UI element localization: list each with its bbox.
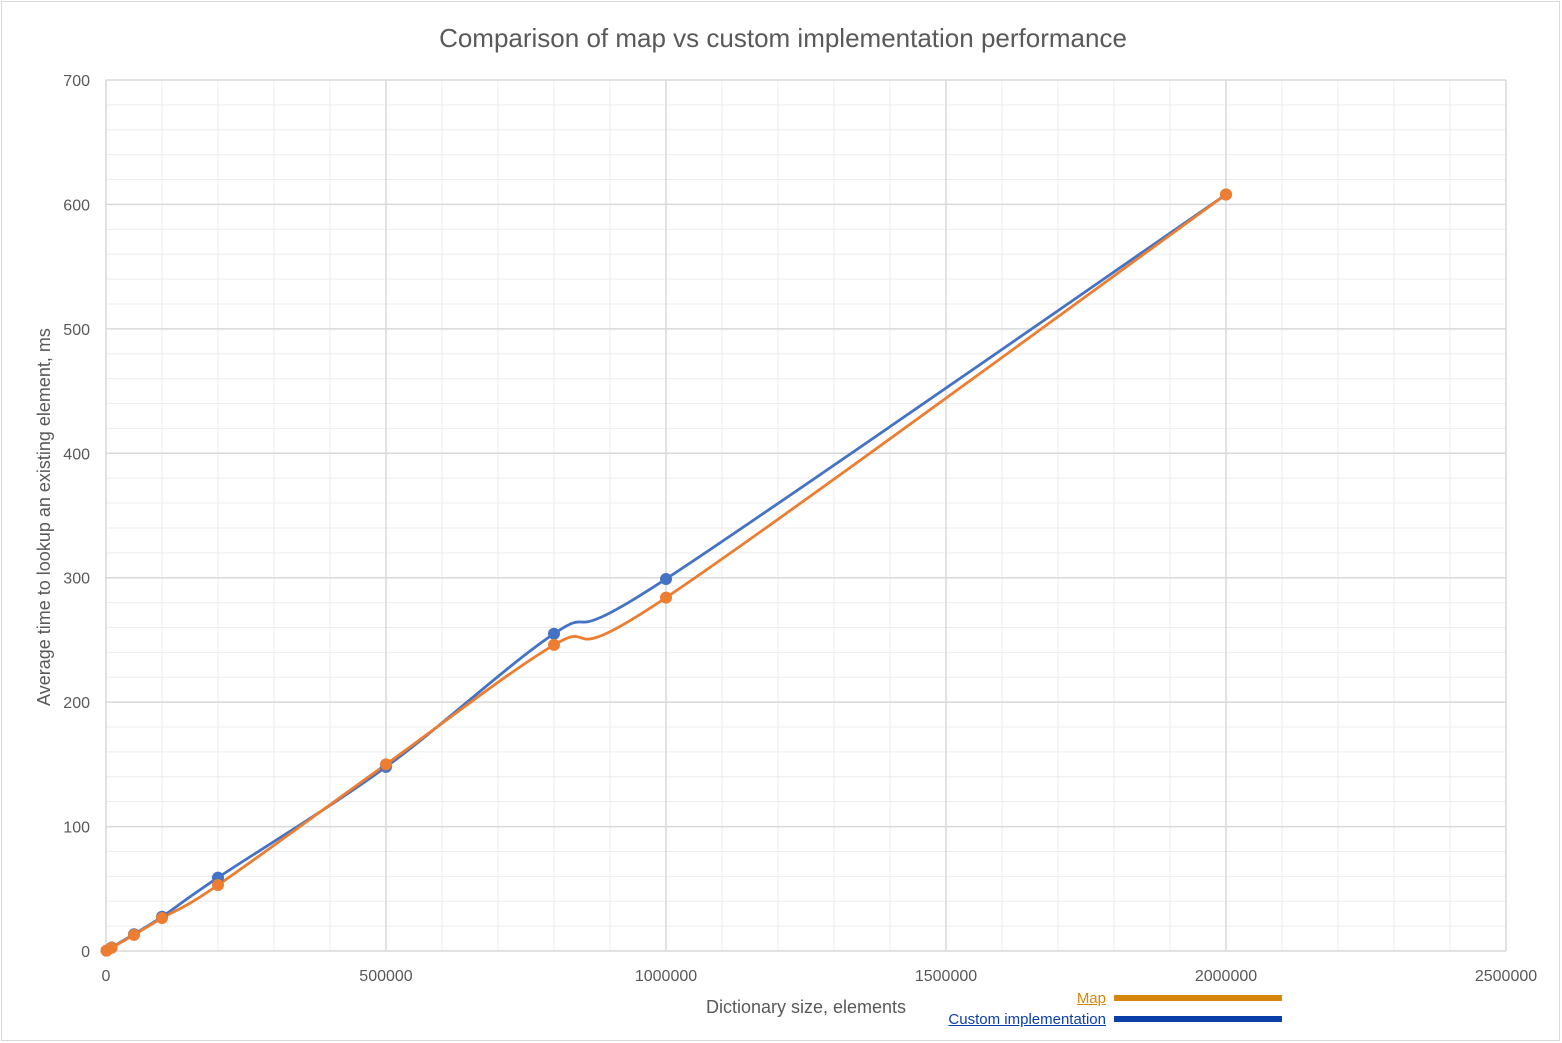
chart-title: Comparison of map vs custom implementati… — [439, 23, 1127, 53]
y-axis-title: Average time to lookup an existing eleme… — [34, 328, 54, 706]
data-point-map — [380, 758, 392, 771]
major-gridlines — [105, 79, 1507, 952]
data-point-map — [156, 912, 168, 925]
y-tick-label: 600 — [63, 197, 90, 214]
legend-swatch-custom-implementation — [1114, 1016, 1282, 1022]
y-tick-label: 300 — [63, 571, 90, 588]
x-tick-label: 2500000 — [1475, 968, 1537, 985]
y-tick-label: 700 — [63, 73, 90, 90]
legend-label-custom-implementation: Custom implementation — [948, 1010, 1106, 1028]
data-point-map — [105, 941, 118, 954]
data-point-custom-implementation — [548, 627, 560, 640]
marker-layer — [100, 188, 1232, 957]
legend-item-custom-implementation[interactable]: Custom implementation — [948, 1009, 1282, 1029]
data-point-map — [660, 591, 672, 604]
x-axis-title: Dictionary size, elements — [706, 997, 906, 1017]
y-tick-label: 100 — [63, 820, 90, 837]
data-point-map — [1220, 188, 1232, 201]
x-tick-label: 0 — [102, 968, 111, 985]
legend-label-map: Map — [1076, 989, 1106, 1007]
x-tick-label: 2000000 — [1195, 968, 1257, 985]
tick-labels: 0 500000 1000000 1500000 2000000 2500000 0 100 2… — [63, 73, 1537, 985]
data-point-map — [212, 879, 224, 892]
y-tick-label: 0 — [81, 944, 90, 961]
data-point-custom-implementation — [660, 572, 672, 585]
minor-gridlines — [105, 79, 1507, 952]
x-tick-label: 1000000 — [635, 968, 697, 985]
y-tick-label: 200 — [63, 695, 90, 712]
data-point-map — [548, 638, 560, 651]
legend-swatch-map — [1114, 995, 1282, 1001]
y-tick-label: 400 — [63, 446, 90, 463]
x-tick-label: 500000 — [359, 968, 412, 985]
legend-item-map[interactable]: Map — [1077, 988, 1282, 1008]
y-tick-label: 500 — [63, 322, 90, 339]
legend: Map Custom implementation — [902, 988, 1282, 1038]
data-point-map — [128, 928, 140, 941]
x-tick-label: 1500000 — [915, 968, 977, 985]
